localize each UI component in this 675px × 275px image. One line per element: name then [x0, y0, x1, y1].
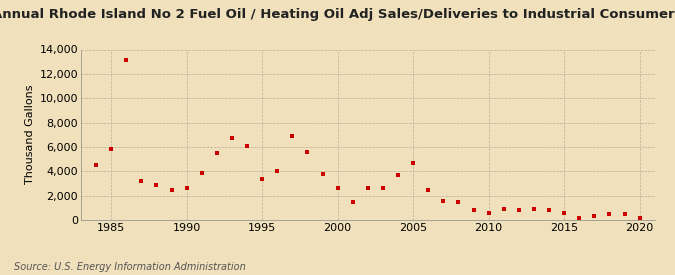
Point [514, 208, 524, 213]
Point [256, 176, 267, 181]
Point [438, 198, 449, 203]
Point [136, 179, 146, 183]
Point [151, 183, 162, 187]
Point [348, 200, 358, 204]
Point [468, 208, 479, 213]
Point [604, 212, 615, 216]
Point [559, 210, 570, 215]
Point [543, 208, 554, 213]
Point [574, 215, 585, 220]
Point [529, 207, 539, 211]
Point [317, 172, 328, 176]
Point [121, 58, 132, 63]
Point [242, 144, 252, 148]
Point [302, 150, 313, 154]
Point [182, 186, 192, 191]
Point [393, 173, 404, 177]
Point [634, 215, 645, 220]
Point [272, 169, 283, 174]
Point [362, 186, 373, 191]
Point [332, 186, 343, 191]
Point [619, 212, 630, 216]
Point [377, 186, 388, 191]
Point [589, 214, 600, 219]
Point [227, 136, 238, 141]
Point [196, 170, 207, 175]
Point [423, 187, 433, 192]
Point [498, 207, 509, 211]
Text: Annual Rhode Island No 2 Fuel Oil / Heating Oil Adj Sales/Deliveries to Industri: Annual Rhode Island No 2 Fuel Oil / Heat… [0, 8, 675, 21]
Point [166, 187, 177, 192]
Point [106, 147, 117, 152]
Y-axis label: Thousand Gallons: Thousand Gallons [26, 85, 35, 185]
Text: Source: U.S. Energy Information Administration: Source: U.S. Energy Information Administ… [14, 262, 245, 272]
Point [90, 163, 101, 167]
Point [287, 134, 298, 138]
Point [453, 200, 464, 204]
Point [483, 210, 494, 215]
Point [408, 161, 418, 165]
Point [211, 151, 222, 155]
